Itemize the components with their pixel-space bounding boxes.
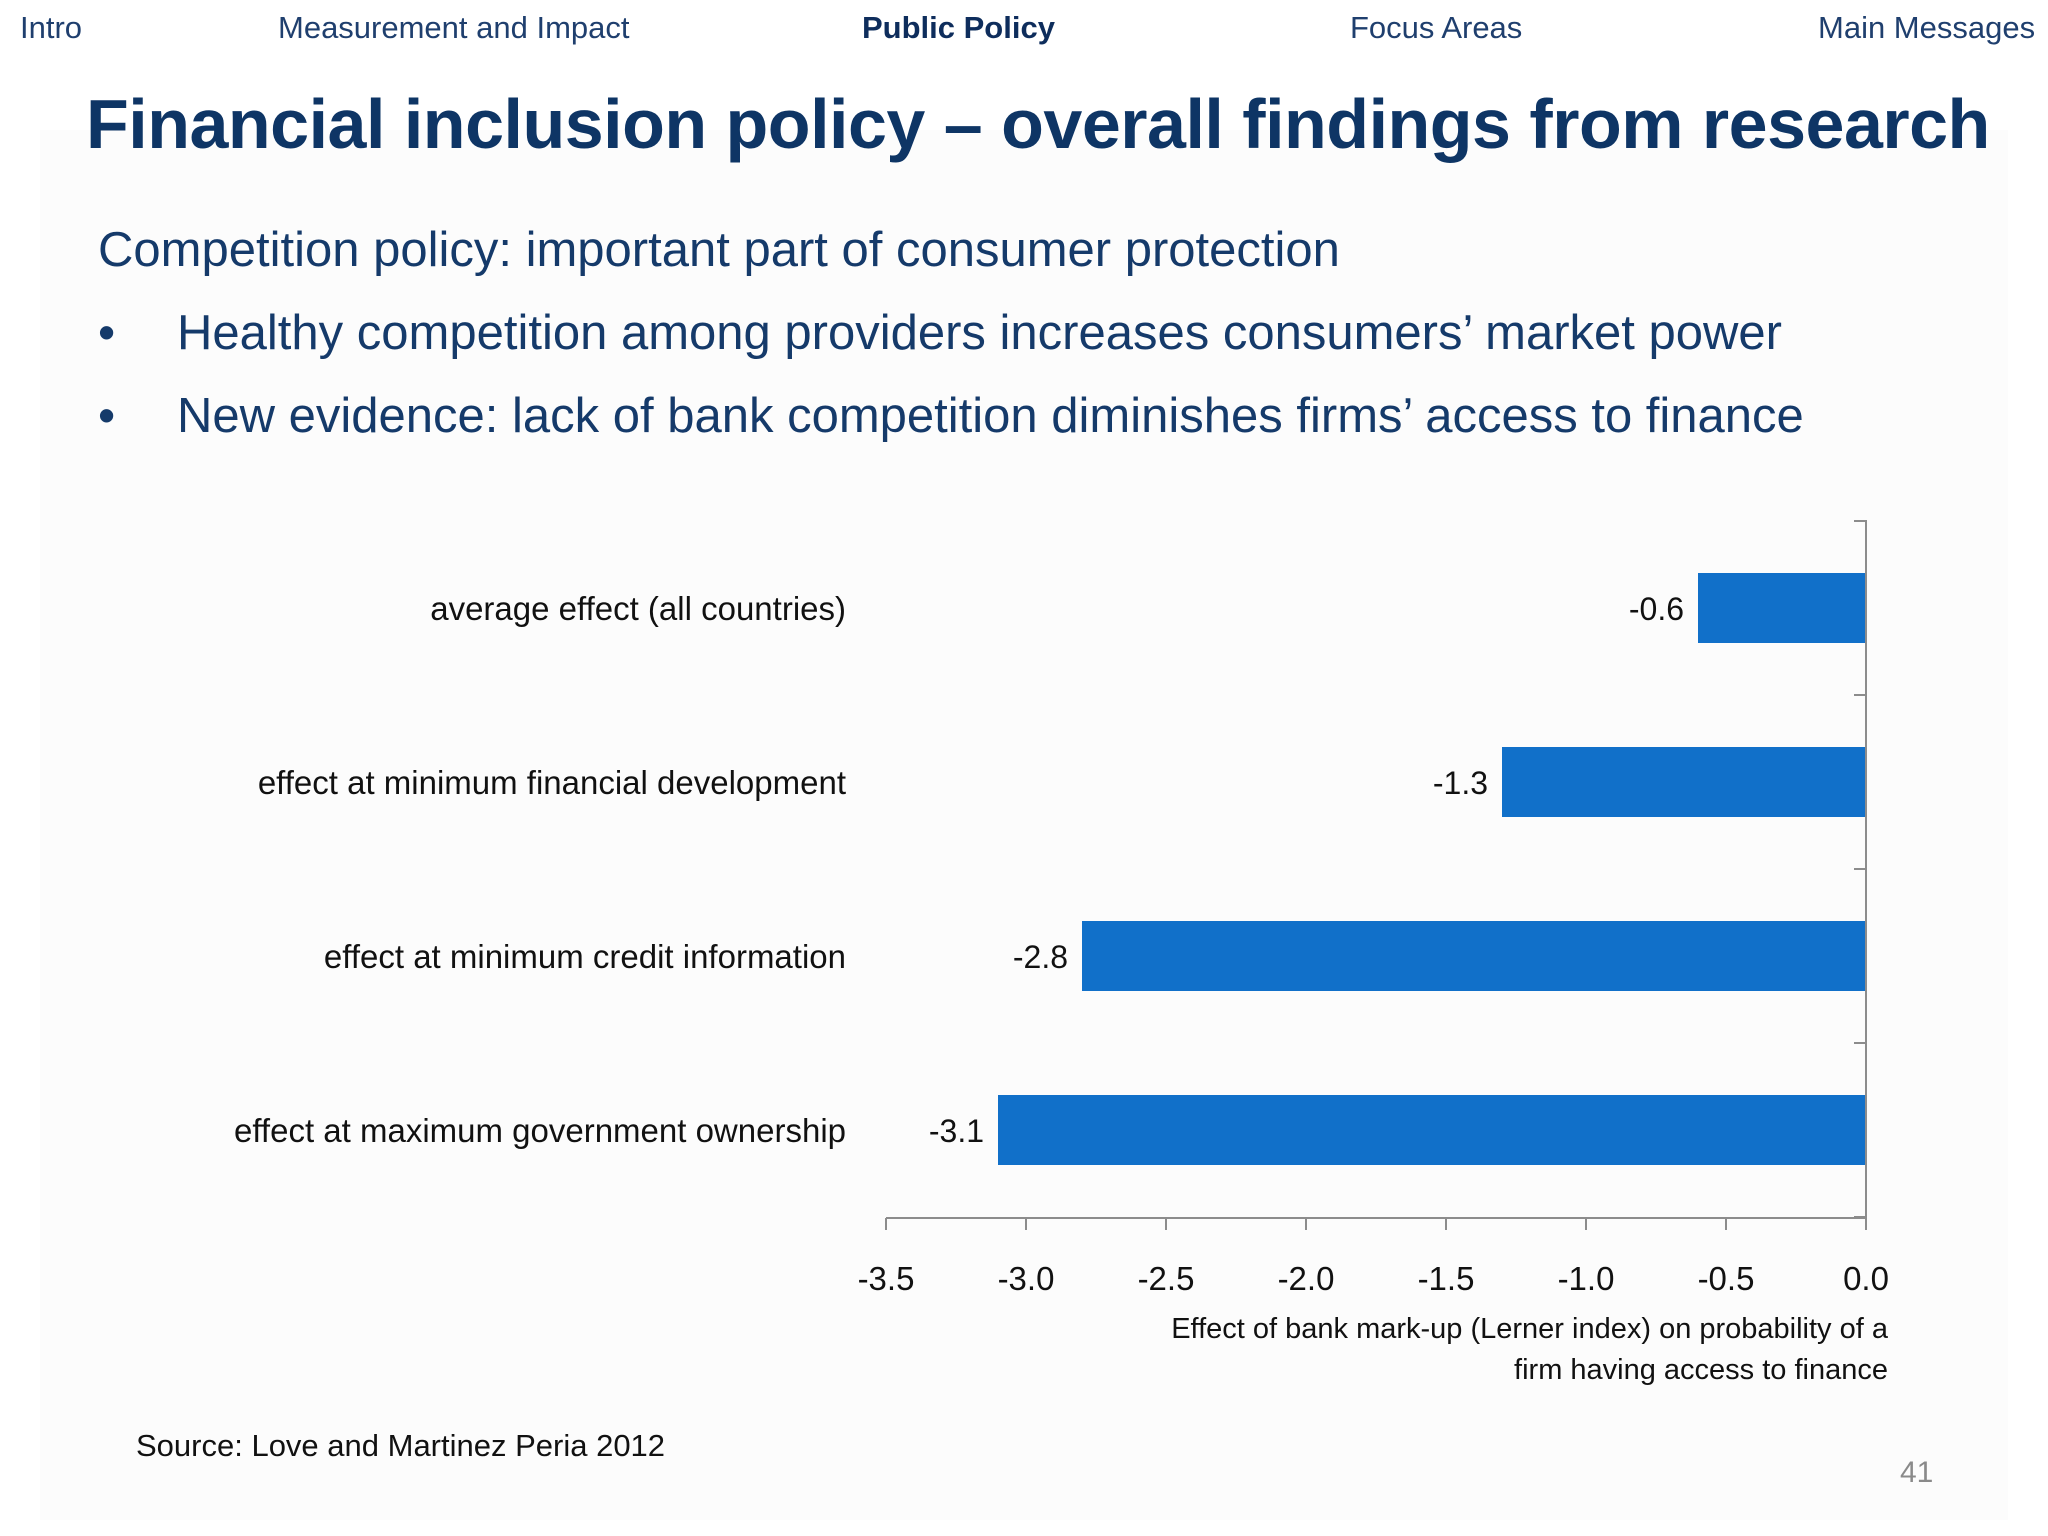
- category-label: effect at minimum financial development: [258, 764, 846, 801]
- nav-item-main-messages[interactable]: Main Messages: [1818, 10, 2036, 45]
- x-tick-label: -2.5: [1138, 1260, 1195, 1297]
- x-tick-label: -3.0: [998, 1260, 1055, 1297]
- bar: [1698, 573, 1866, 643]
- bar-value-label: -3.1: [929, 1113, 984, 1149]
- x-axis-title: Effect of bank mark-up (Lerner index) on…: [1171, 1313, 1889, 1345]
- bar: [1502, 747, 1866, 817]
- bar-value-label: -2.8: [1013, 939, 1068, 975]
- nav-item-focus-areas[interactable]: Focus Areas: [1350, 10, 1523, 45]
- bar-chart: -0.6 average effect (all countries) -1.3 ef…: [234, 520, 1889, 1386]
- slide-background: [40, 130, 2008, 1520]
- nav-item-measurement-and-impact[interactable]: Measurement and Impact: [278, 10, 630, 45]
- x-tick-label: -1.5: [1418, 1260, 1475, 1297]
- bar-value-label: -0.6: [1629, 591, 1684, 627]
- bullet-dot: •: [98, 306, 116, 360]
- slide-title: Financial inclusion policy – overall fin…: [86, 85, 1990, 163]
- page-number: 41: [1900, 1456, 1934, 1489]
- x-tick-label: -2.0: [1278, 1260, 1335, 1297]
- source-citation: Source: Love and Martinez Peria 2012: [136, 1428, 666, 1463]
- bullet-text: New evidence: lack of bank competition d…: [177, 389, 1804, 443]
- x-axis-title: firm having access to finance: [1514, 1354, 1888, 1386]
- nav-item-intro[interactable]: Intro: [20, 10, 83, 45]
- x-tick-label: -1.0: [1558, 1260, 1615, 1297]
- nav-item-public-policy[interactable]: Public Policy: [862, 10, 1055, 45]
- x-tick-label: -0.5: [1698, 1260, 1755, 1297]
- category-label: average effect (all countries): [430, 590, 846, 627]
- bullet-text: Healthy competition among providers incr…: [177, 306, 1782, 360]
- category-label: effect at maximum government ownership: [234, 1112, 846, 1149]
- category-label: effect at minimum credit information: [324, 938, 846, 975]
- bar: [998, 1095, 1866, 1165]
- lead-statement: Competition policy: important part of co…: [98, 223, 1340, 277]
- bar: [1082, 921, 1866, 991]
- bullet-dot: •: [98, 389, 116, 443]
- x-tick-label: 0.0: [1843, 1260, 1889, 1297]
- bar-value-label: -1.3: [1433, 765, 1488, 801]
- x-tick-label: -3.5: [858, 1260, 915, 1297]
